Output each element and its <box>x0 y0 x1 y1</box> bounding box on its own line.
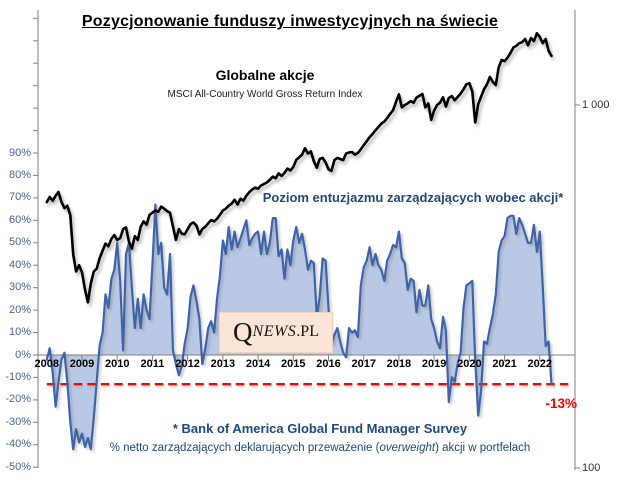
x-axis-year-label: 2014 <box>245 358 271 370</box>
y-axis-tick-label: 50% <box>8 236 31 249</box>
x-axis-year-label: 2013 <box>210 358 236 370</box>
y-axis-tick-label: 30% <box>8 281 31 294</box>
x-axis-year-label: 2016 <box>316 358 341 370</box>
footnote-definition: % netto zarządzających deklarujących prz… <box>109 442 531 454</box>
x-axis-year-label: 2021 <box>492 358 517 370</box>
x-axis-year-label: 2017 <box>351 358 376 370</box>
y-axis-tick-label: 10% <box>8 326 31 339</box>
x-axis-year-label: 2018 <box>386 358 412 370</box>
y-axis-tick-label: -30% <box>5 415 31 428</box>
page-title: Pozycjonowanie funduszy inwestycyjnych n… <box>81 13 499 30</box>
x-axis-year-label: 2022 <box>527 358 553 370</box>
y-axis-tick-label: 0% <box>15 348 31 361</box>
x-axis-year-label: 2008 <box>34 358 60 370</box>
x-axis-year-label: 2010 <box>104 358 130 370</box>
y-axis-tick-label: 60% <box>8 213 31 226</box>
x-axis-year-label: 2011 <box>140 358 165 370</box>
y-axis-tick-label: 70% <box>8 191 31 204</box>
watermark-q: Q <box>233 317 253 347</box>
y-axis-tick-label: 40% <box>8 258 31 271</box>
x-axis-year-label: 2015 <box>281 358 306 370</box>
x-axis-year-label: 2020 <box>457 358 482 370</box>
msci-series-title: Globalne akcje <box>215 67 315 83</box>
right-axis-tick-label: 100 <box>582 462 601 474</box>
qnews-watermark: Q NEWS .PL <box>219 312 333 353</box>
y-axis-tick-label: -10% <box>5 370 31 383</box>
y-axis-tick-label: -40% <box>5 438 31 451</box>
fms-line <box>45 203 553 451</box>
x-axis-year-label: 2009 <box>69 358 95 370</box>
y-axis-tick-label: 80% <box>8 168 31 181</box>
watermark-news: NEWS <box>252 323 297 341</box>
msci-line <box>45 31 553 304</box>
y-axis-tick-label: -50% <box>5 460 31 473</box>
footnote-source: * Bank of America Global Fund Manager Su… <box>172 421 468 436</box>
y-axis-tick-label: 20% <box>8 303 31 316</box>
y-axis-tick-label: -20% <box>5 393 31 406</box>
msci-series-subtitle: MSCI All-Country World Gross Return Inde… <box>167 89 363 100</box>
last-value-annotation: -13% <box>545 396 577 411</box>
fms-series-label: Poziom entuzjazmu zarządzających wobec a… <box>262 190 564 205</box>
x-axis-year-label: 2012 <box>175 358 200 370</box>
x-axis-year-label: 2019 <box>421 358 447 370</box>
y-axis-tick-label: 90% <box>8 146 31 159</box>
right-axis-tick-label: 1 000 <box>582 99 610 111</box>
watermark-pl: .PL <box>296 323 319 341</box>
